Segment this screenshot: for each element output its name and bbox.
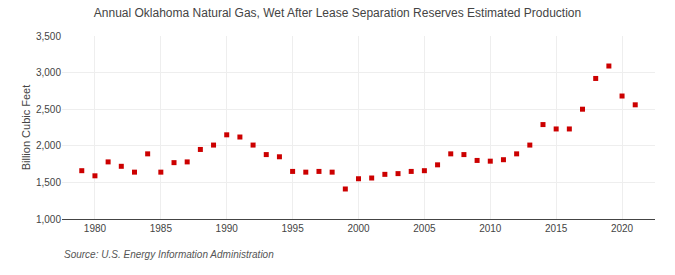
svg-text:1990: 1990 (216, 223, 239, 234)
svg-text:2,000: 2,000 (36, 140, 61, 151)
svg-text:Billion Cubic Feet: Billion Cubic Feet (20, 85, 32, 171)
svg-text:1,500: 1,500 (36, 177, 61, 188)
svg-text:1980: 1980 (84, 223, 107, 234)
svg-text:2010: 2010 (479, 223, 502, 234)
svg-text:1995: 1995 (281, 223, 304, 234)
svg-text:2000: 2000 (347, 223, 370, 234)
svg-text:Source: U.S. Energy Informatio: Source: U.S. Energy Information Administ… (64, 249, 274, 260)
svg-text:Annual Oklahoma Natural Gas, W: Annual Oklahoma Natural Gas, Wet After L… (94, 6, 581, 20)
svg-text:2015: 2015 (545, 223, 568, 234)
svg-text:2,500: 2,500 (36, 104, 61, 115)
svg-text:3,500: 3,500 (36, 31, 61, 42)
svg-text:2005: 2005 (413, 223, 436, 234)
svg-text:1,000: 1,000 (36, 214, 61, 225)
svg-text:2020: 2020 (611, 223, 634, 234)
svg-text:3,000: 3,000 (36, 67, 61, 78)
svg-text:1985: 1985 (150, 223, 173, 234)
